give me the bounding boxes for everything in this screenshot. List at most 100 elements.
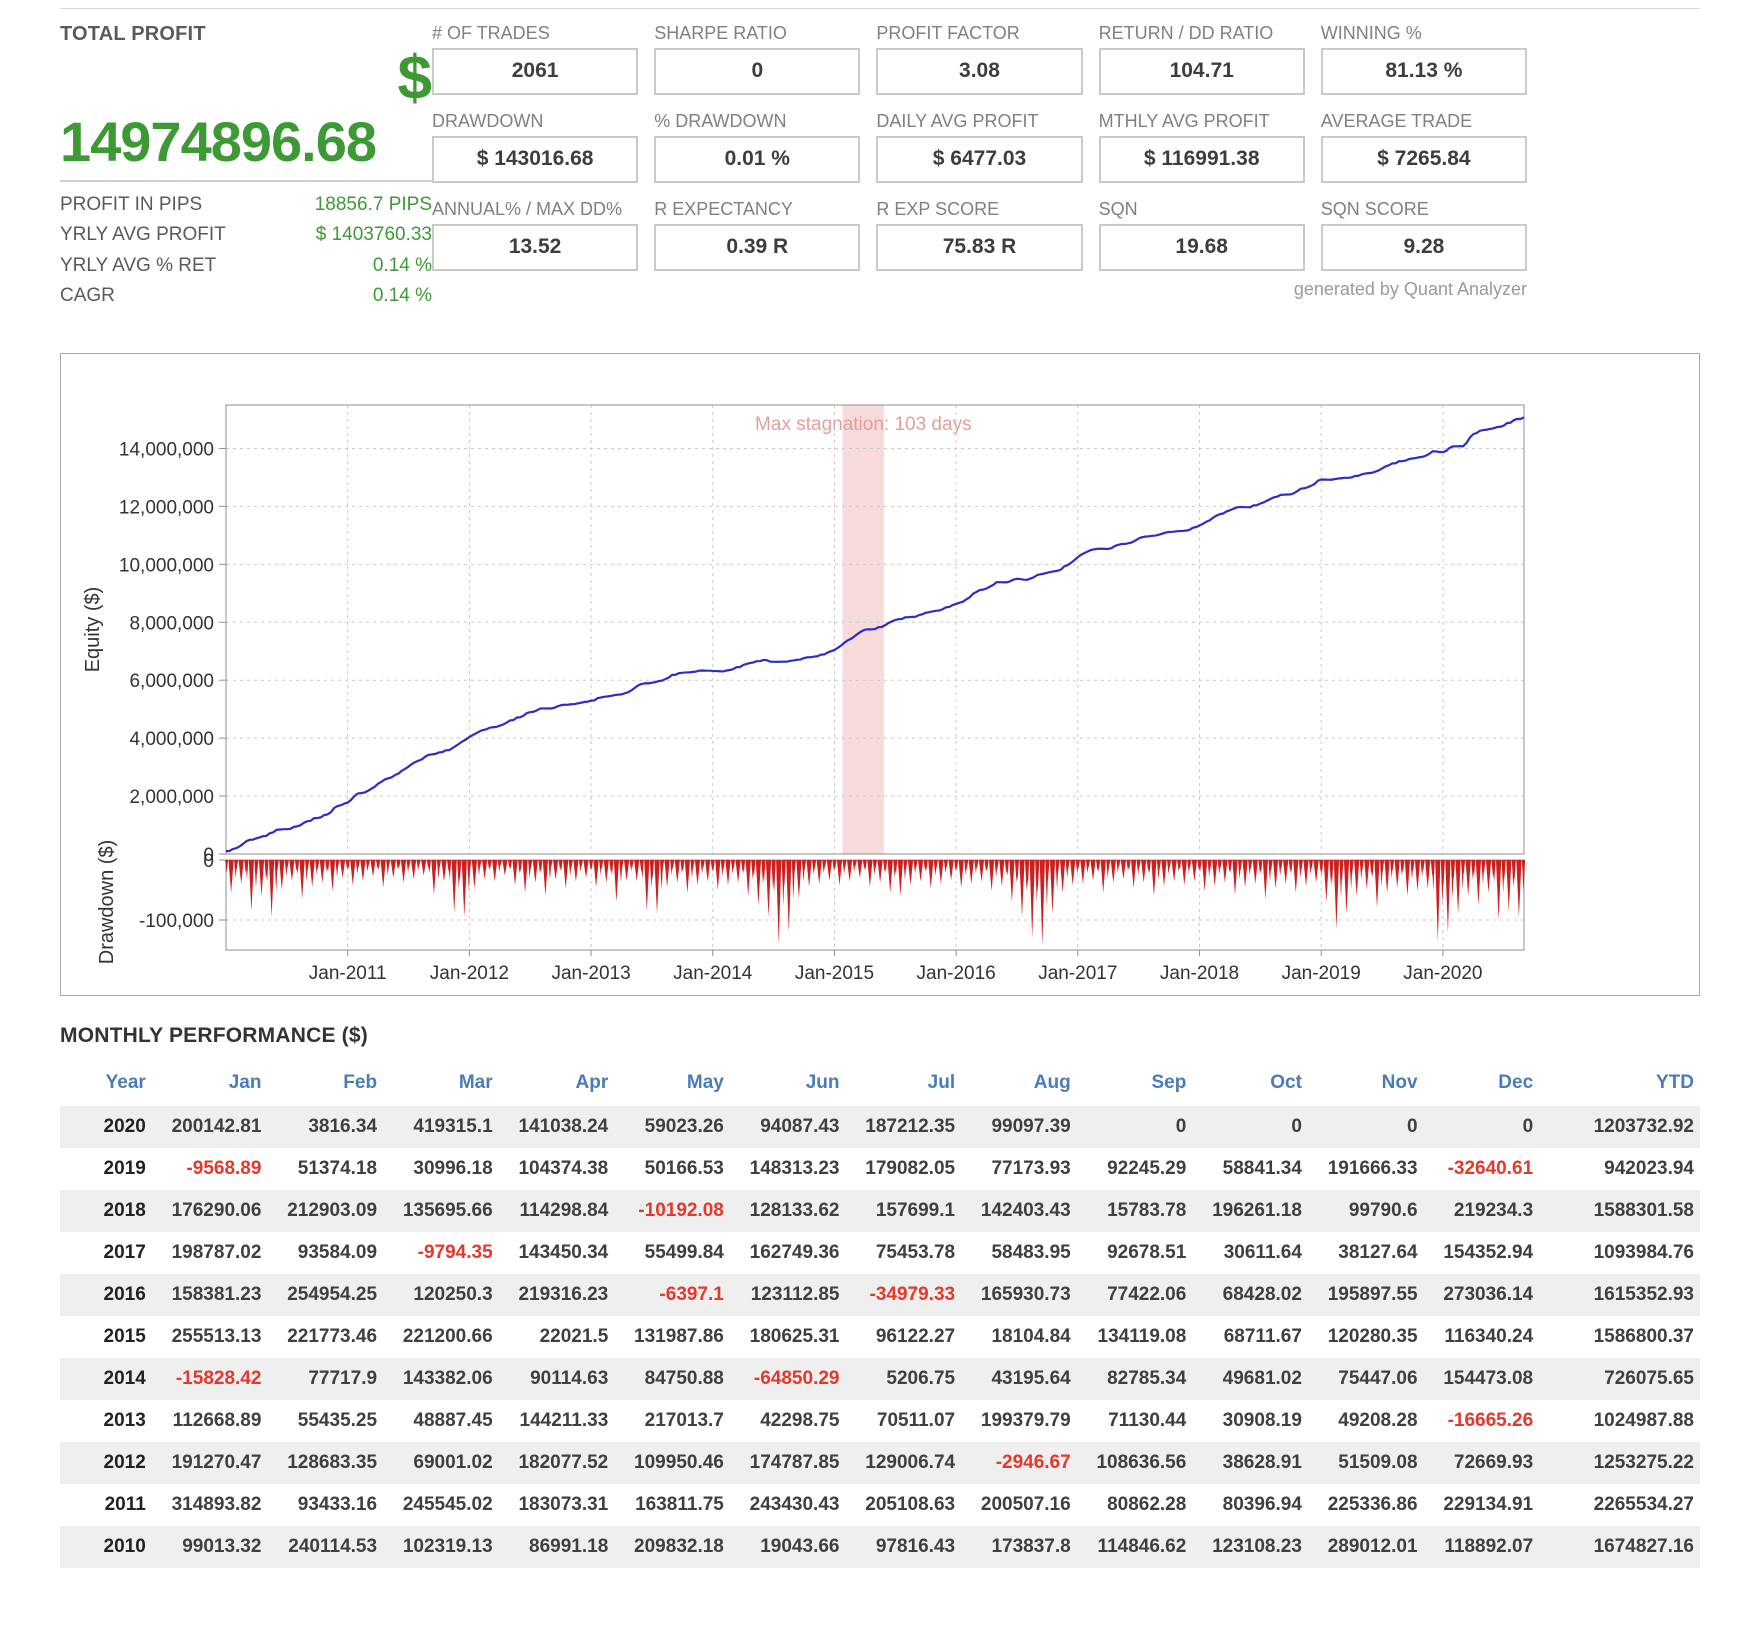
value-cell: 1203732.92 bbox=[1593, 1116, 1694, 1138]
value-cell: 273036.14 bbox=[1443, 1284, 1534, 1306]
stat-cell: SQN 19.68 bbox=[1098, 199, 1305, 271]
stat-value-box: $ 6477.03 bbox=[876, 136, 1083, 183]
value-cell: 255513.13 bbox=[171, 1326, 262, 1348]
value-cell: 240114.53 bbox=[288, 1536, 378, 1558]
yrly-avg-profit-row: YRLY AVG PROFIT $ 1403760.33 bbox=[60, 220, 432, 250]
value-cell: 0 bbox=[1291, 1116, 1302, 1138]
value-cell: 92245.29 bbox=[1107, 1158, 1187, 1180]
value-cell: 30908.19 bbox=[1222, 1410, 1302, 1432]
stat-label: SQN SCORE bbox=[1320, 199, 1429, 219]
value-cell: 120280.35 bbox=[1327, 1326, 1418, 1348]
value-cell: 157699.1 bbox=[875, 1200, 956, 1222]
value-cell: 243430.43 bbox=[749, 1494, 840, 1516]
stat-cell: SQN SCORE 9.28 bbox=[1320, 199, 1527, 271]
generated-by-credit: generated by Quant Analyzer bbox=[1293, 279, 1527, 299]
stat-cell: SHARPE RATIO 0 bbox=[654, 23, 861, 95]
value-cell: 51374.18 bbox=[297, 1158, 378, 1180]
year-cell: 2013 bbox=[103, 1410, 146, 1432]
stat-value-box: 2061 bbox=[432, 48, 639, 95]
value-cell: 72669.93 bbox=[1453, 1452, 1534, 1474]
stat-value-box: $ 143016.68 bbox=[432, 136, 639, 183]
value-cell: 55499.84 bbox=[644, 1242, 724, 1264]
value-cell: 93433.16 bbox=[297, 1494, 378, 1516]
year-cell: 2010 bbox=[103, 1536, 146, 1558]
value-cell: 114846.62 bbox=[1097, 1536, 1187, 1558]
value-cell: 108636.56 bbox=[1096, 1452, 1187, 1474]
value-cell: -9568.89 bbox=[186, 1158, 262, 1180]
drawdown-bars bbox=[225, 860, 1526, 947]
stat-label: R EXPECTANCY bbox=[654, 199, 793, 219]
x-tick-label: Jan-2014 bbox=[673, 963, 753, 984]
stat-value-box: 104.71 bbox=[1098, 48, 1305, 95]
value-cell: 200507.16 bbox=[980, 1494, 1071, 1516]
total-profit-value: 14974896.68 bbox=[60, 109, 377, 173]
value-cell: 314893.82 bbox=[171, 1494, 262, 1516]
value-cell: 80396.94 bbox=[1222, 1494, 1302, 1516]
stat-label: DAILY AVG PROFIT bbox=[876, 111, 1039, 131]
stat-value-box: 0 bbox=[654, 48, 861, 95]
year-cell: 2011 bbox=[104, 1494, 146, 1516]
value-cell: 1024987.88 bbox=[1593, 1410, 1694, 1432]
profit-in-pips-label: PROFIT IN PIPS bbox=[60, 193, 203, 215]
value-cell: 254954.25 bbox=[287, 1284, 378, 1306]
value-cell: 163811.75 bbox=[635, 1494, 724, 1516]
value-cell: 229134.91 bbox=[1443, 1494, 1534, 1516]
equity-tick-label: 4,000,000 bbox=[129, 730, 214, 751]
stat-label: # OF TRADES bbox=[432, 23, 550, 43]
stat-label: % DRAWDOWN bbox=[654, 111, 787, 131]
value-cell: 1674827.16 bbox=[1593, 1536, 1694, 1558]
column-header: Jul bbox=[845, 1064, 962, 1107]
value-cell: 726075.65 bbox=[1604, 1368, 1694, 1390]
cagr-row: CAGR 0.14 % bbox=[60, 281, 432, 311]
x-tick-label: Jan-2012 bbox=[430, 963, 509, 984]
value-cell: 43195.64 bbox=[991, 1368, 1071, 1390]
column-header: Jan bbox=[151, 1064, 268, 1107]
value-cell: 102319.13 bbox=[402, 1536, 493, 1558]
column-header: Nov bbox=[1307, 1064, 1424, 1107]
value-cell: 154352.94 bbox=[1443, 1242, 1534, 1264]
value-cell: 96122.27 bbox=[875, 1326, 956, 1348]
stat-cell: WINNING % 81.13 % bbox=[1320, 23, 1527, 95]
value-cell: 219234.3 bbox=[1453, 1200, 1534, 1222]
stat-value-box: 75.83 R bbox=[876, 224, 1083, 271]
value-cell: 180625.31 bbox=[749, 1326, 840, 1348]
value-cell: 289012.01 bbox=[1327, 1536, 1418, 1558]
value-cell: -15828.42 bbox=[175, 1368, 262, 1390]
value-cell: 134119.08 bbox=[1097, 1326, 1187, 1348]
value-cell: 58483.95 bbox=[991, 1242, 1071, 1264]
value-cell: 200142.81 bbox=[171, 1116, 262, 1138]
value-cell: 195897.55 bbox=[1327, 1284, 1418, 1306]
value-cell: 50166.53 bbox=[644, 1158, 724, 1180]
value-cell: 0 bbox=[1175, 1116, 1187, 1138]
year-cell: 2020 bbox=[103, 1116, 146, 1138]
value-cell: 38628.91 bbox=[1222, 1452, 1302, 1474]
value-cell: 99097.39 bbox=[991, 1116, 1071, 1138]
column-header: Mar bbox=[383, 1064, 499, 1107]
column-header: Aug bbox=[961, 1064, 1077, 1107]
stat-value-box: $ 116991.38 bbox=[1098, 136, 1305, 183]
table-row: 2016 158381.23 254954.25 120250.3 219316.23 -… bbox=[60, 1274, 1700, 1317]
column-header: Feb bbox=[267, 1064, 384, 1107]
equity-drawdown-chart: Max stagnation: 103 days 0 2,000,000 4,000,… bbox=[60, 353, 1700, 997]
value-cell: 183073.31 bbox=[518, 1494, 609, 1516]
stat-cell: R EXP SCORE 75.83 R bbox=[876, 199, 1083, 271]
stat-cell: DRAWDOWN $ 143016.68 bbox=[432, 111, 639, 183]
value-cell: 158381.23 bbox=[171, 1284, 262, 1306]
table-row: 2019 -9568.89 51374.18 30996.18 104374.38 501… bbox=[60, 1148, 1700, 1190]
stat-value-box: 81.13 % bbox=[1320, 48, 1527, 95]
stat-cell: PROFIT FACTOR 3.08 bbox=[876, 23, 1083, 95]
value-cell: 109950.46 bbox=[634, 1452, 724, 1474]
drawdown-plot-border bbox=[225, 859, 1525, 951]
stat-value-box: 19.68 bbox=[1098, 224, 1305, 271]
table-row: 2010 99013.32 240114.53 102319.13 86991.18 20… bbox=[60, 1526, 1700, 1569]
x-tick-label: Jan-2013 bbox=[551, 963, 630, 984]
value-cell: 70511.07 bbox=[876, 1410, 956, 1432]
value-cell: -34979.33 bbox=[869, 1284, 956, 1306]
column-header: Year bbox=[60, 1064, 152, 1107]
value-cell: 187212.35 bbox=[865, 1116, 956, 1138]
yrly-avg-ret-value: 0.14 % bbox=[372, 254, 432, 276]
stat-value-box: 0.39 R bbox=[654, 224, 861, 271]
drawdown-tick-label: 0 bbox=[203, 851, 214, 872]
value-cell: 217013.7 bbox=[644, 1410, 724, 1432]
drawdown-axis-title: Drawdown ($) bbox=[96, 840, 118, 964]
